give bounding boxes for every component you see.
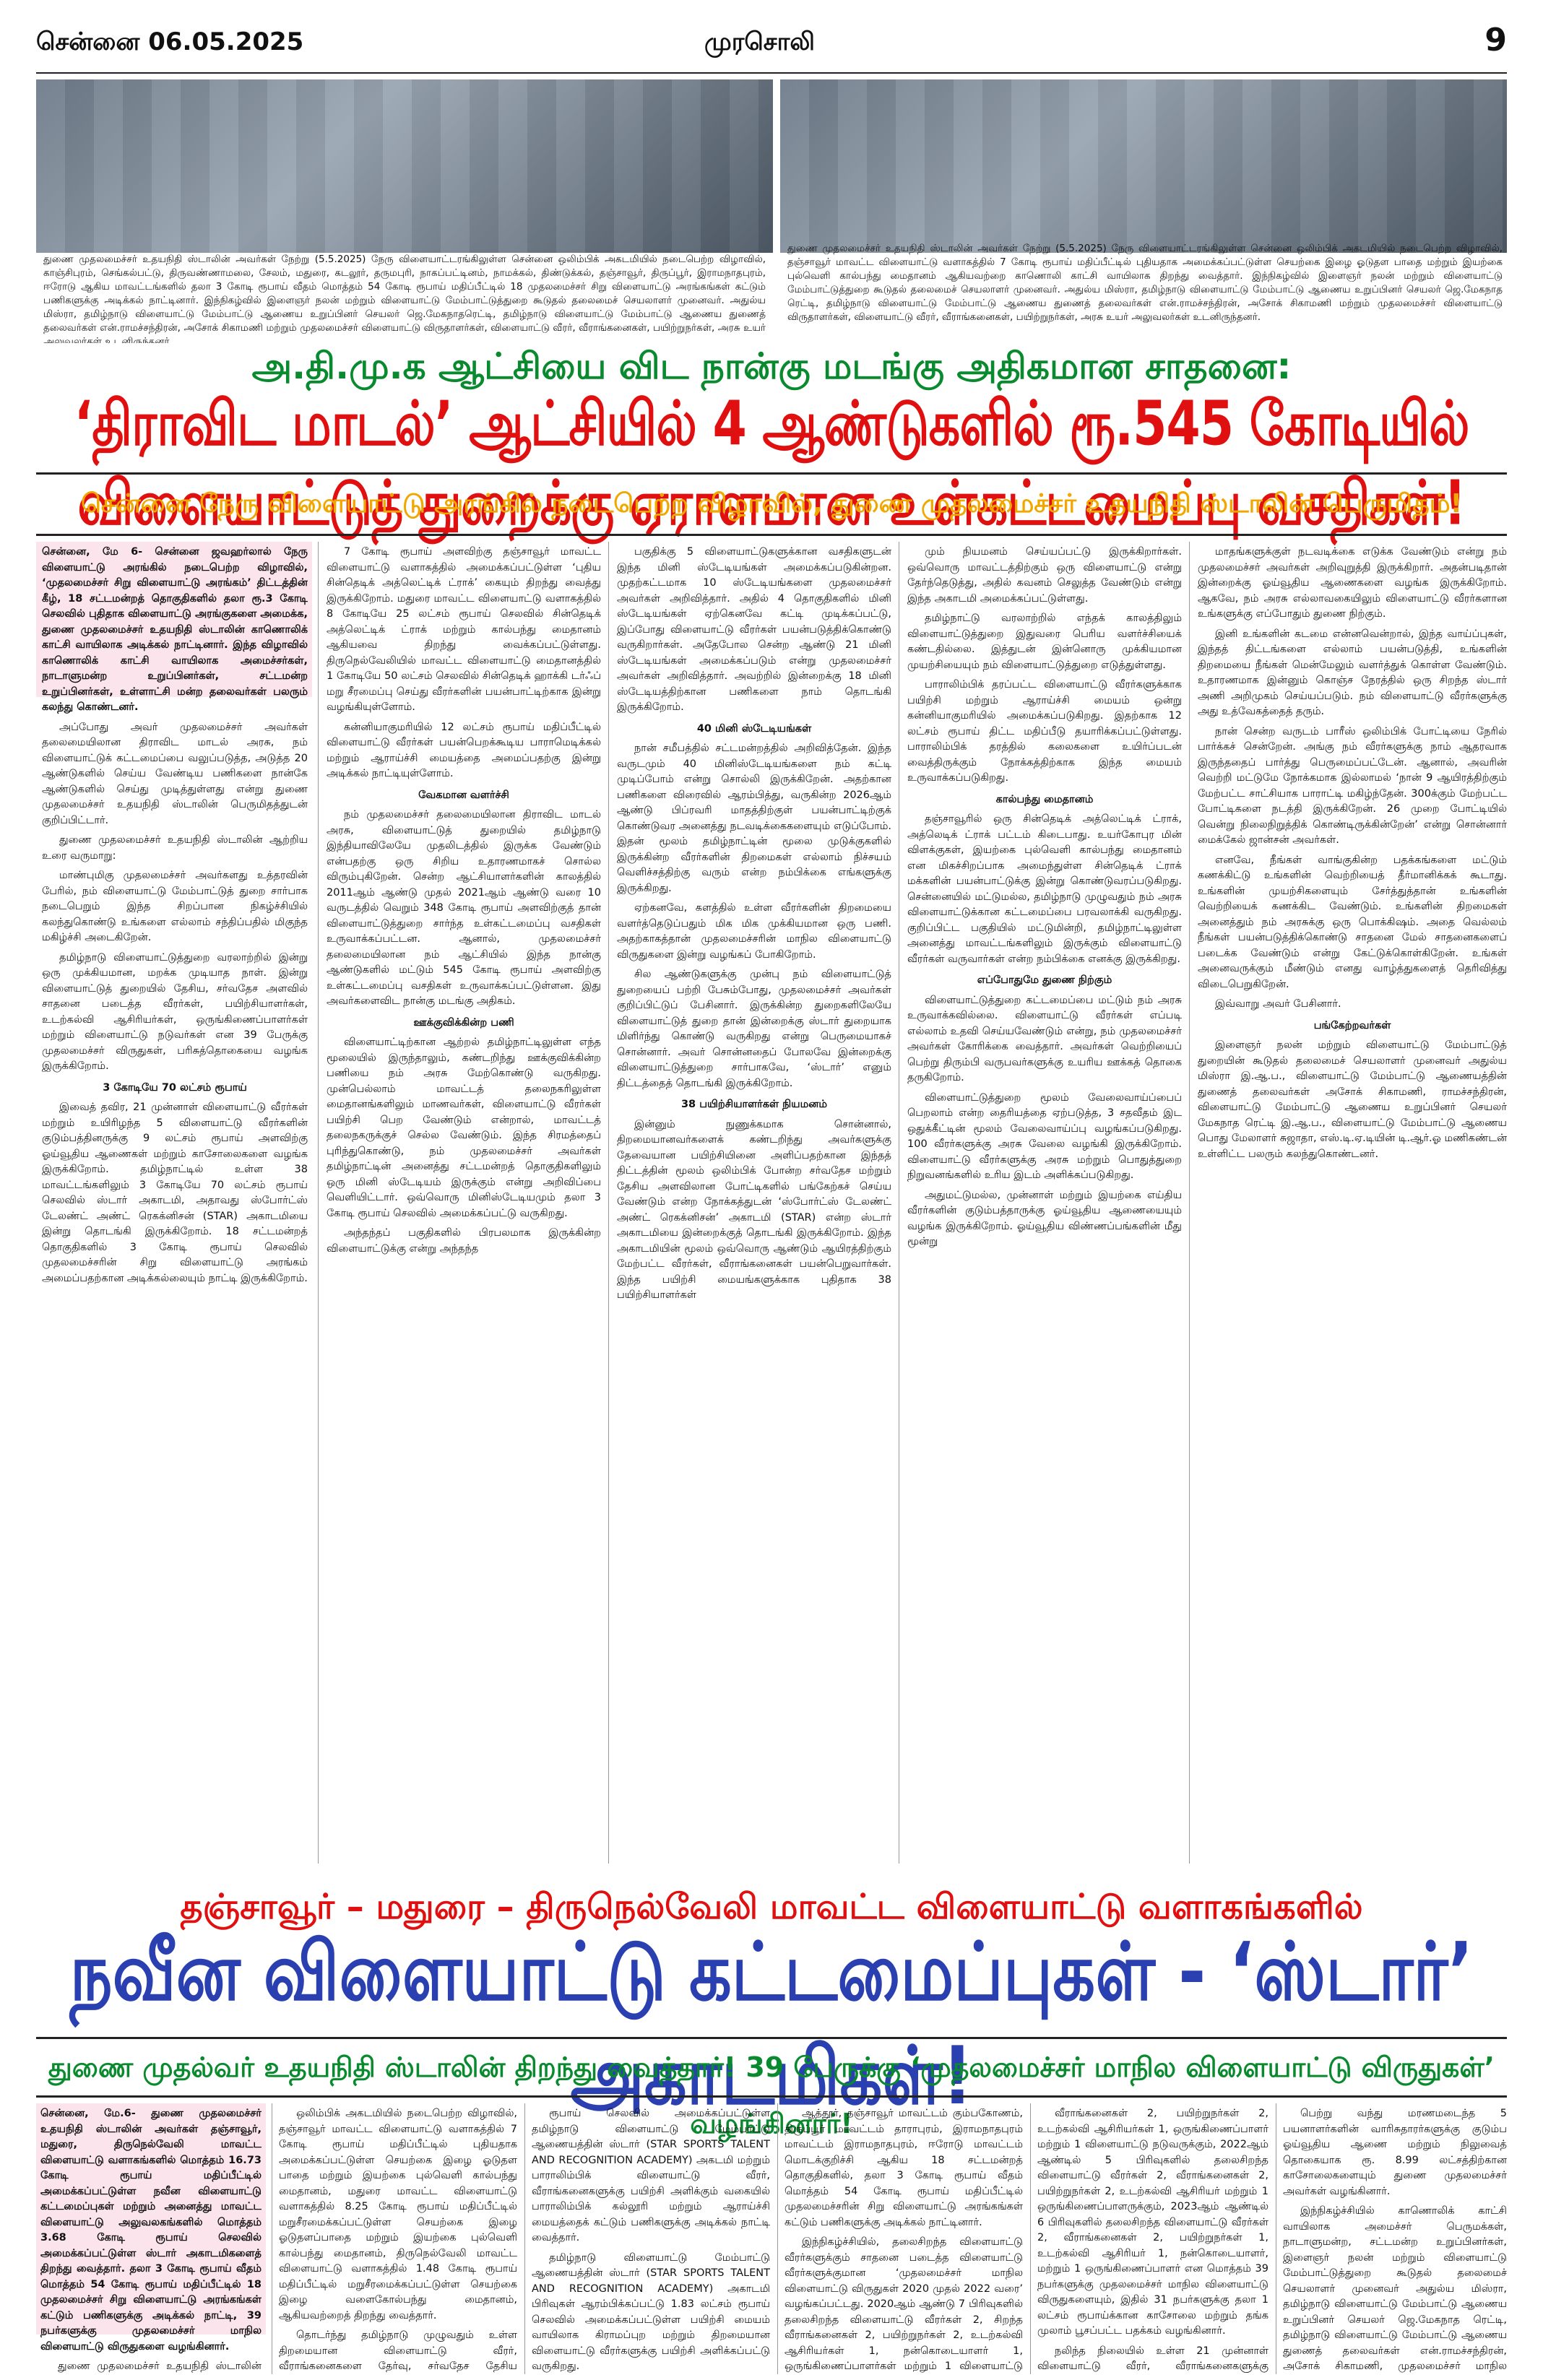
- story1-column-3: பகுதிக்கு 5 விளையாட்டுகளுக்கான வசதிகளுடன…: [617, 545, 891, 1866]
- story1-column-5: மாதங்களுக்குள் நடவடிக்கை எடுக்க வேண்டும்…: [1198, 545, 1507, 1866]
- column-rule: [608, 542, 609, 1864]
- paragraph: நான் சமீபத்தில் சட்டமன்றத்தில் அறிவித்தே…: [617, 743, 891, 894]
- story1-headline: ‘திராவிட மாடல்’ ஆட்சியில் 4 ஆண்டுகளில் ர…: [74, 389, 1470, 540]
- lead-paragraph: சென்னை, மே 6- சென்னை ஜவஹர்லால் நேரு விளை…: [42, 546, 308, 713]
- paragraph: ஒலிம்பிக் அகடமியில் நடைபெற்ற விழாவில், த…: [279, 2108, 517, 2321]
- paragraph: துணை முதலமைச்சர் உதயநிதி ஸ்டாலின் ஆற்றிய…: [42, 834, 308, 862]
- subheading: வேகமான வளர்ச்சி: [418, 789, 509, 801]
- paragraph: பாராலிம்பிக் தரப்பட்ட விளையாட்டு வீரர்கள…: [907, 679, 1182, 784]
- story2-column-3: ரூபாய் செலவில் அமைக்கப்பட்டுள்ள தமிழ்நாட…: [532, 2106, 770, 2373]
- subheading: 38 பயிற்சியாளர்கள் நியமனம்: [680, 1099, 828, 1110]
- paragraph: இவ்வாறு அவர் பேசினார்.: [1215, 998, 1341, 1010]
- photo-caption-left: துணை முதலமைச்சர் உதயநிதி ஸ்டாலின் அவர்கள…: [43, 254, 766, 343]
- paragraph: அப்போது அவர் முதலமைச்சர் அவர்கள் தலைமையி…: [42, 721, 308, 826]
- story2-column-1: சென்னை, மே.6- துணை முதலமைச்சர் உதயநிதி ஸ…: [40, 2106, 262, 2373]
- paragraph: இனி உங்களின் கடமை என்னவென்றால், இந்த வாய…: [1198, 628, 1507, 718]
- paragraph: தொடர்ந்து தமிழ்நாடு முழுவதும் உள்ள திறமை…: [279, 2329, 517, 2372]
- story1-kicker: அ.தி.மு.க ஆட்சியை விட நான்கு மடங்கு அதிக…: [251, 345, 1292, 387]
- subheading: எப்போதுமே துணை நிற்கும்: [977, 974, 1112, 986]
- paragraph: சில ஆண்டுகளுக்கு முன்பு நம் விளையாட்டுத்…: [617, 969, 891, 1089]
- masthead: சென்னை 06.05.2025 முரசொலி 9: [36, 14, 1507, 74]
- edition-date: சென்னை 06.05.2025: [36, 27, 304, 56]
- story2-column-5: வீராங்கனைகள் 2, பயிற்றுநர்கள் 2, உடற்கல்…: [1037, 2106, 1268, 2373]
- subheading: ஊக்குவிக்கின்ற பணி: [413, 1016, 514, 1029]
- paragraph: ஏற்கனவே, களத்தில் உள்ள வீரர்களின் திறமைய…: [617, 902, 891, 961]
- story1-column-2: 7 கோடி ரூபாய் அளவிற்கு தஞ்சாவூர் மாவட்ட …: [327, 545, 601, 1866]
- story2-column-6: பெற்று வந்து மரணமடைந்த 5 பயனாளர்களின் வா…: [1283, 2106, 1507, 2373]
- paragraph: ரூபாய் செலவில் அமைக்கப்பட்டுள்ள தமிழ்நாட…: [532, 2108, 770, 2243]
- paragraph: இளைஞர் நலன் மற்றும் விளையாட்டு மேம்பாட்ட…: [1198, 1039, 1507, 1160]
- subheading: கால்பந்து மைதானம்: [995, 793, 1094, 805]
- subheading: 3 கோடியே 70 லட்சம் ரூபாய்: [103, 1081, 247, 1094]
- story1-column-1: சென்னை, மே 6- சென்னை ஜவஹர்லால் நேரு விளை…: [42, 545, 308, 1866]
- paragraph: மும் நியமனம் செய்யப்பட்டு இருக்கிறார்கள்…: [907, 546, 1182, 605]
- paragraph: விளையாட்டிற்கான ஆற்றல் தமிழ்நாட்டிலுள்ள …: [327, 1037, 601, 1219]
- paragraph: தமிழ்நாடு விளையாட்டு மேம்பாட்டு ஆணையத்தி…: [532, 2251, 770, 2373]
- paragraph: நம் முதலமைச்சர் தலைமையிலான திராவிட மாடல்…: [327, 809, 601, 1007]
- story1-deck: சென்னை நேரு விளையாட்டு அரங்கில் நடைபெற்ற…: [80, 489, 1463, 519]
- story2-column-4: ஆத்தூர், தஞ்சாவூர் மாவட்டம் கும்பகோணம், …: [785, 2106, 1023, 2373]
- paragraph: இந்நிகழ்ச்சியில் காணொலிக் காட்சி வாயிலாக…: [1283, 2205, 1507, 2372]
- paragraph: தஞ்சாவூரில் ஒரு சின்தெடிக் அத்லெட்டிக் ட…: [907, 813, 1182, 965]
- page-number: 9: [1484, 22, 1507, 59]
- story2-lead-box: [36, 2103, 266, 2334]
- story1-deck-bar: சென்னை நேரு விளையாட்டு அரங்கில் நடைபெற்ற…: [36, 472, 1507, 536]
- paragraph: இவைத் தவிர, 21 முன்னாள் விளையாட்டு வீரர்…: [42, 1102, 308, 1284]
- paragraph: நான் சென்ற வருடம் பாரீஸ் ஒலிம்பிக் போட்ட…: [1198, 725, 1507, 847]
- photo-caption-right: துணை முதலமைச்சர் உதயநிதி ஸ்டாலின் அவர்கள…: [787, 243, 1503, 323]
- paragraph: பகுதிக்கு 5 விளையாட்டுகளுக்கான வசதிகளுடன…: [617, 546, 891, 713]
- paragraph: நலிந்த நிலையில் உள்ள 21 முன்னாள் விளையாட…: [1037, 2345, 1268, 2373]
- paragraph: எனவே, நீங்கள் வாங்குகின்ற பதக்கங்களை மட்…: [1198, 854, 1507, 990]
- column-rule: [777, 2103, 778, 2374]
- paragraph: 7 கோடி ரூபாய் அளவிற்கு தஞ்சாவூர் மாவட்ட …: [327, 546, 601, 713]
- story2-headline: நவீன விளையாட்டு கட்டமைப்புகள் - ‘ஸ்டார்’…: [69, 1926, 1474, 2123]
- subheading: 40 மினி ஸ்டேடியங்கள்: [696, 722, 812, 735]
- paragraph: இந்நிகழ்ச்சியில், தலைசிறந்த விளையாட்டு வ…: [785, 2236, 1023, 2372]
- story2-deck: துணை முதல்வர் உதயநிதி ஸ்டாலின் திறந்து வ…: [48, 2051, 1495, 2139]
- column-rule: [524, 2103, 525, 2374]
- paragraph: இன்னும் நுணுக்கமாக சொன்னால், திறமையானவர்…: [617, 1118, 891, 1302]
- paragraph: மாதங்களுக்குள் நடவடிக்கை எடுக்க வேண்டும்…: [1198, 546, 1507, 620]
- paragraph: ஆத்தூர், தஞ்சாவூர் மாவட்டம் கும்பகோணம், …: [785, 2108, 1023, 2228]
- paragraph: கன்னியாகுமரியில் 12 லட்சம் ரூபாய் மதிப்ப…: [327, 721, 601, 780]
- photo-award-ceremony-right: [780, 79, 1507, 253]
- story2-column-2: ஒலிம்பிக் அகடமியில் நடைபெற்ற விழாவில், த…: [279, 2106, 517, 2373]
- column-rule: [1189, 542, 1190, 1864]
- paragraph: அதுமட்டுமல்ல, முன்னாள் மற்றும் இயற்கை எய…: [907, 1189, 1182, 1248]
- subheading: பங்கேற்றவர்கள்: [1313, 1019, 1391, 1031]
- paragraph: வீராங்கனைகள் 2, பயிற்றுநர்கள் 2, உடற்கல்…: [1037, 2108, 1268, 2337]
- column-rule: [1030, 2103, 1031, 2374]
- newspaper-name: முரசொலி: [704, 27, 815, 56]
- story2-deck-bar: துணை முதல்வர் உதயநிதி ஸ்டாலின் திறந்து வ…: [36, 2037, 1507, 2139]
- photo-award-ceremony-left: [36, 79, 773, 253]
- paragraph: துணை முதலமைச்சர் உதயநிதி ஸ்டாலின் அவர்கள…: [58, 2360, 262, 2372]
- paragraph: பெற்று வந்து மரணமடைந்த 5 பயனாளர்களின் வா…: [1283, 2108, 1507, 2197]
- paragraph: தமிழ்நாட்டு வரலாற்றில் எந்தக் காலத்திலும…: [907, 613, 1182, 671]
- story2-kicker: தஞ்சாவூர் – மதுரை – திருநெல்வேலி மாவட்ட …: [180, 1887, 1363, 1927]
- paragraph: அந்தந்தப் பகுதிகளில் பிரபலமாக இருக்கின்ற…: [327, 1227, 601, 1255]
- story1-column-4: மும் நியமனம் செய்யப்பட்டு இருக்கிறார்கள்…: [907, 545, 1182, 1866]
- paragraph: விளையாட்டுத்துறை கட்டமைப்பை மட்டும் நம் …: [907, 994, 1182, 1084]
- paragraph: மாண்புமிகு முதலமைச்சர் அவர்களது உத்தரவின…: [42, 870, 308, 943]
- story1-lead-box: [36, 542, 312, 697]
- paragraph: விளையாட்டுத்துறை மூலம் வேலைவாய்ப்பைப் பெ…: [907, 1091, 1182, 1182]
- paragraph: தமிழ்நாடு விளையாட்டுத்துறை வரலாற்றில் இன…: [42, 951, 308, 1073]
- lead-paragraph: சென்னை, மே.6- துணை முதலமைச்சர் உதயநிதி ஸ…: [40, 2108, 262, 2353]
- column-rule: [318, 542, 319, 1864]
